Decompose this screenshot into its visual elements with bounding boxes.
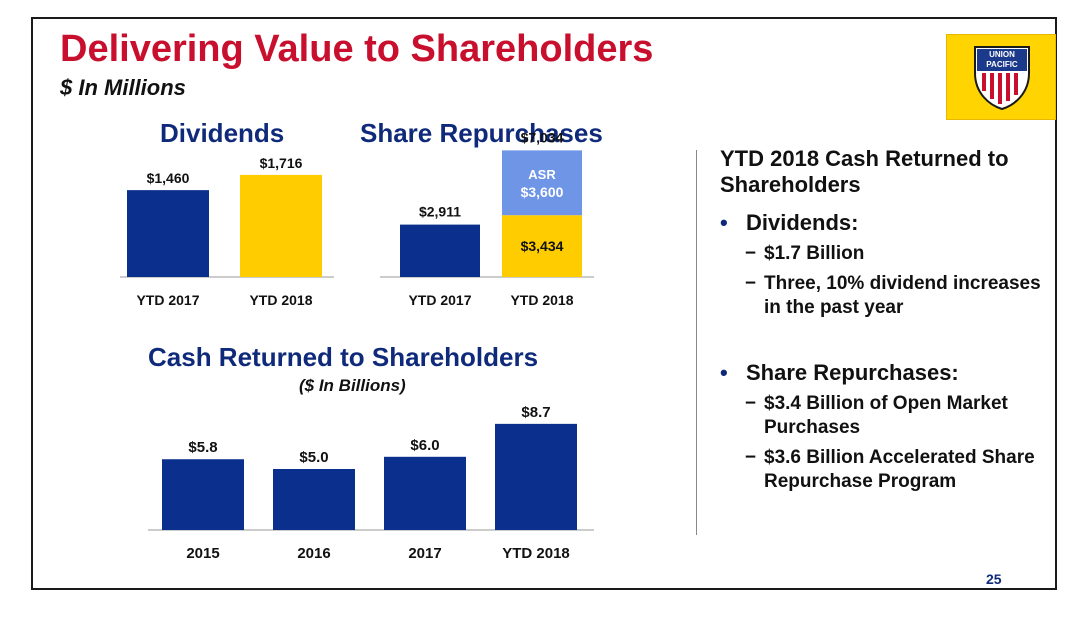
bar [162, 459, 244, 530]
sub-item-text: $1.7 Billion [764, 243, 865, 264]
dividends-chart: Dividends $1,460 YTD 2017 $1,716 YTD 2018 [112, 118, 342, 313]
segment-label: $3,434 [521, 238, 564, 254]
bar [384, 456, 466, 530]
x-tick-label: 2015 [186, 545, 219, 562]
sub-item: − $1.7 Billion [720, 242, 1050, 266]
sub-item: − $3.6 Billion Accelerated Share Repurch… [720, 446, 1050, 494]
logo-text-top: UNION [989, 50, 1015, 59]
bar [495, 423, 577, 530]
bullet-dividends: • Dividends: [720, 210, 1050, 236]
x-tick-label: 2016 [297, 545, 330, 562]
x-tick-label: YTD 2017 [136, 292, 199, 308]
bar [127, 190, 209, 277]
panel-divider [696, 150, 697, 535]
logo-text-bottom: PACIFIC [986, 60, 1018, 69]
shield-icon: UNION PACIFIC [971, 43, 1033, 111]
total-label: $7,034 [521, 129, 564, 145]
segment-label: $3,600 [521, 184, 564, 200]
bullet-label: Dividends: [746, 210, 859, 235]
cash-returned-chart-subtitle: ($ In Billions) [299, 376, 406, 395]
dash-icon: − [744, 393, 756, 414]
x-tick-label: YTD 2018 [510, 292, 573, 308]
bar [240, 174, 322, 277]
bullet-share-repurchases: • Share Repurchases: [720, 360, 1050, 386]
data-label: $1,716 [260, 155, 303, 171]
cash-returned-chart-title: Cash Returned to Shareholders [148, 342, 539, 372]
data-label: $5.0 [299, 449, 328, 466]
data-label: $5.8 [188, 439, 217, 456]
data-label: $1,460 [147, 170, 190, 186]
cash-returned-chart: Cash Returned to Shareholders ($ In Bill… [140, 340, 610, 570]
page-subtitle: $ In Millions [60, 75, 186, 100]
x-tick-label: YTD 2017 [408, 292, 471, 308]
x-tick-label: YTD 2018 [249, 292, 312, 308]
bullet-label: Share Repurchases: [746, 360, 959, 385]
union-pacific-logo: UNION PACIFIC [946, 34, 1056, 120]
share-repurchases-chart-title: Share Repurchases [360, 118, 603, 148]
dash-icon: − [744, 273, 756, 294]
sub-item-text: $3.6 Billion Accelerated Share Repurchas… [764, 447, 1035, 492]
total-label: $2,911 [419, 204, 461, 220]
dash-icon: − [744, 243, 756, 264]
sub-item: − Three, 10% dividend increases in the p… [720, 272, 1050, 320]
bar [273, 469, 355, 530]
bullet-dot: • [720, 210, 728, 235]
sub-item-text: $3.4 Billion of Open Market Purchases [764, 393, 1008, 438]
dash-icon: − [744, 447, 756, 468]
right-panel-heading: YTD 2018 Cash Returned to Shareholders [720, 146, 1009, 197]
sub-item-text: Three, 10% dividend increases in the pas… [764, 273, 1041, 318]
bullet-dot: • [720, 360, 728, 385]
sub-item: − $3.4 Billion of Open Market Purchases [720, 392, 1050, 440]
x-tick-label: 2017 [408, 545, 441, 562]
data-label: $8.7 [521, 404, 550, 421]
page-number: 25 [986, 571, 1002, 587]
x-tick-label: YTD 2018 [502, 545, 570, 562]
segment-name: ASR [528, 167, 556, 182]
bar-segment [502, 150, 582, 216]
data-label: $6.0 [410, 437, 439, 454]
dividends-chart-title: Dividends [160, 118, 285, 148]
bar-segment [400, 224, 480, 277]
bar-segment [502, 215, 582, 277]
share-repurchases-chart: Share Repurchases $2,911 YTD 2017 $3,434 AS… [360, 118, 642, 313]
right-panel: YTD 2018 Cash Returned to Shareholders •… [720, 146, 1050, 494]
page-title: Delivering Value to Shareholders [60, 28, 654, 70]
